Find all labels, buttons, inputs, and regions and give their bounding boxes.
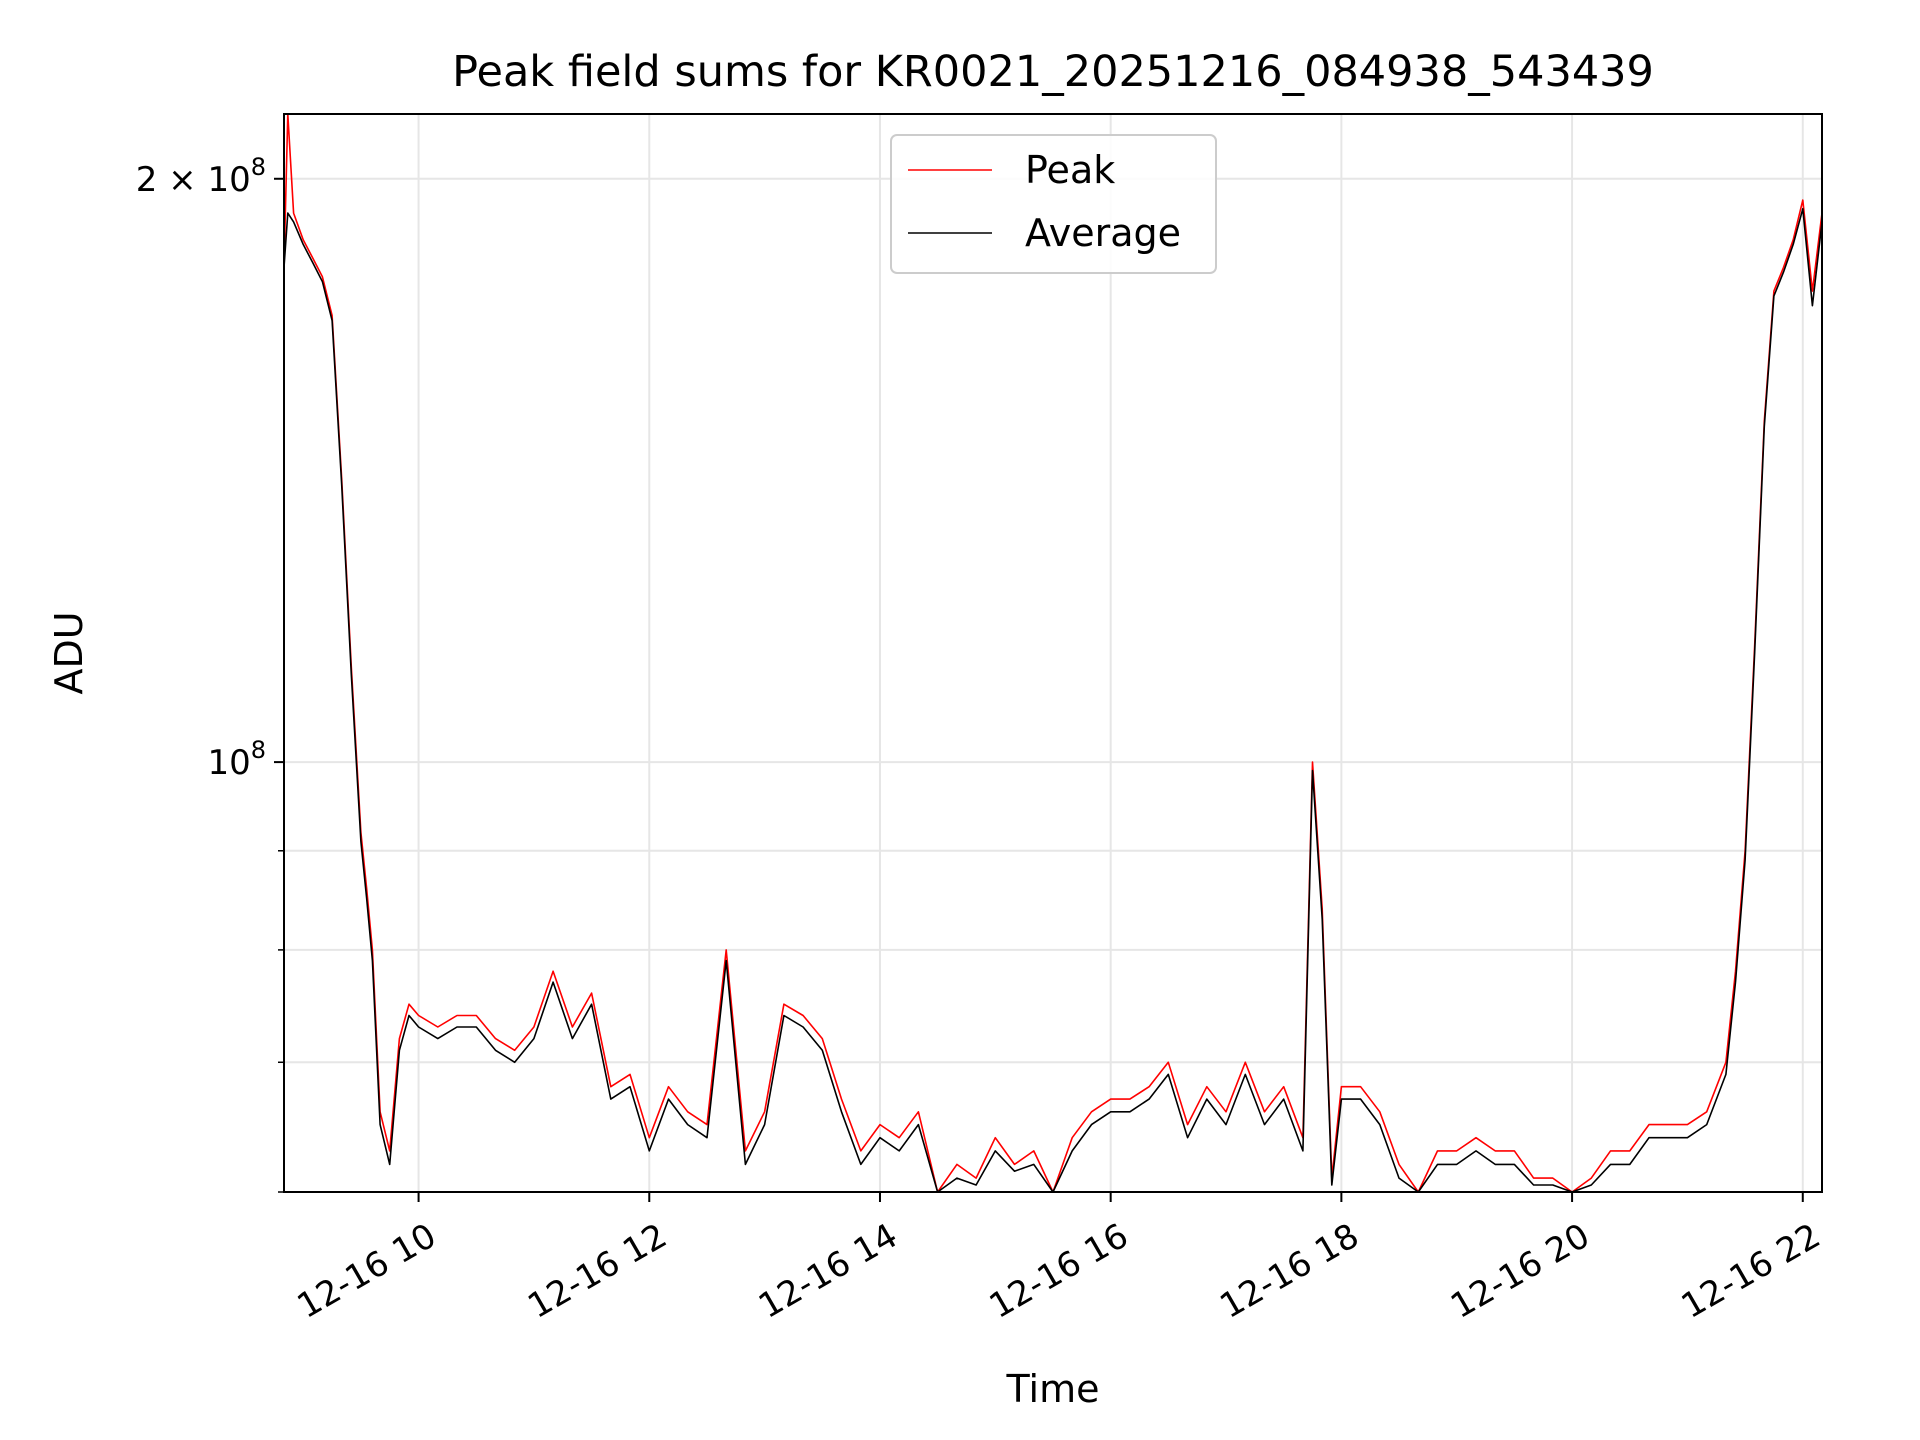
y-tick-label: 108 <box>207 736 266 783</box>
legend: Peak Average <box>890 134 1217 274</box>
legend-average-label: Average <box>1025 211 1181 255</box>
x-axis-label: Time <box>1006 1367 1100 1411</box>
series-lines <box>283 113 1823 1193</box>
series-line-average <box>283 208 1823 1193</box>
chart-title: Peak field sums for KR0021_20251216_0849… <box>452 47 1654 97</box>
y-tick-label: 2 × 108 <box>136 153 266 200</box>
legend-peak-label: Peak <box>1025 148 1115 192</box>
y-axis-label: ADU <box>47 611 91 694</box>
plot-frame <box>283 113 1823 1193</box>
series-line-peak <box>283 113 1823 1193</box>
